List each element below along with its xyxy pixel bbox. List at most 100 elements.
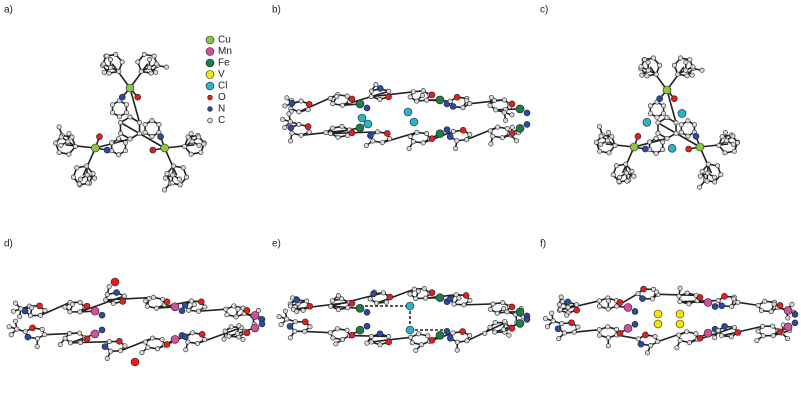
legend-label: Fe xyxy=(218,58,230,69)
atom xyxy=(503,117,509,123)
atom xyxy=(385,93,392,101)
atom xyxy=(348,129,356,137)
atom xyxy=(27,313,33,319)
atom xyxy=(39,326,45,332)
atom xyxy=(289,130,295,136)
atom xyxy=(355,304,365,313)
atom xyxy=(323,130,329,136)
atom xyxy=(454,339,460,345)
atom xyxy=(425,333,431,339)
atom xyxy=(623,170,629,176)
atom xyxy=(258,320,266,328)
legend-label: Mn xyxy=(218,46,232,57)
atom xyxy=(357,113,367,123)
atom xyxy=(719,134,725,140)
atom xyxy=(661,110,667,116)
atom xyxy=(488,141,494,147)
atom xyxy=(180,165,186,171)
legend-swatch xyxy=(205,47,215,56)
atom xyxy=(435,95,445,105)
atom xyxy=(593,139,599,145)
atom xyxy=(754,338,760,344)
atom xyxy=(523,109,531,117)
atom xyxy=(605,324,611,330)
atom xyxy=(77,299,83,305)
atom xyxy=(375,129,381,135)
atom xyxy=(721,323,728,330)
atom xyxy=(642,145,649,153)
bond xyxy=(621,146,635,174)
atom xyxy=(418,342,424,348)
atom xyxy=(656,95,663,103)
atom xyxy=(675,71,681,77)
atom xyxy=(703,298,713,307)
atom xyxy=(182,144,188,150)
atom xyxy=(783,322,793,332)
atom xyxy=(696,334,704,342)
atom xyxy=(435,293,445,302)
atom xyxy=(428,135,436,142)
atom xyxy=(280,116,286,122)
atom xyxy=(164,171,170,177)
bond xyxy=(70,340,110,344)
atom xyxy=(383,130,391,137)
atom xyxy=(17,314,23,320)
atom xyxy=(125,83,135,93)
atom xyxy=(500,326,506,332)
atom xyxy=(373,81,379,87)
atom xyxy=(367,296,373,302)
atom xyxy=(461,302,467,308)
atom xyxy=(186,307,192,313)
atom xyxy=(635,291,641,297)
atom xyxy=(617,174,623,180)
atom xyxy=(156,122,162,128)
atom xyxy=(450,128,456,134)
atom xyxy=(137,131,143,137)
atom xyxy=(760,333,766,339)
atom xyxy=(568,319,575,327)
atom xyxy=(428,289,436,296)
atom xyxy=(413,347,419,353)
atom xyxy=(414,98,420,104)
atom xyxy=(515,104,525,114)
atom xyxy=(110,300,116,306)
atom xyxy=(715,163,721,169)
atom xyxy=(104,53,110,59)
atom xyxy=(637,340,645,348)
atom xyxy=(233,314,239,320)
atom xyxy=(387,136,393,142)
atom xyxy=(684,329,690,335)
atom xyxy=(686,340,692,346)
atom xyxy=(784,336,790,342)
atom xyxy=(67,340,73,346)
atom xyxy=(188,151,194,157)
atom xyxy=(414,129,420,135)
atom xyxy=(110,277,120,287)
atom xyxy=(106,339,112,345)
atom xyxy=(596,327,602,333)
atom xyxy=(386,293,394,301)
atom xyxy=(652,333,658,339)
atom xyxy=(640,285,647,293)
atom xyxy=(515,124,525,133)
atom xyxy=(703,328,713,338)
atom xyxy=(8,332,14,338)
legend-label: Cl xyxy=(218,81,227,92)
atom xyxy=(683,59,689,65)
atom xyxy=(428,337,436,344)
atom xyxy=(77,330,83,336)
atom xyxy=(282,124,288,130)
atom xyxy=(108,348,114,354)
atom xyxy=(300,307,306,313)
legend-swatch xyxy=(205,58,215,68)
bond xyxy=(65,144,96,149)
atom xyxy=(234,331,240,337)
atom xyxy=(415,288,421,294)
atom xyxy=(122,140,128,146)
atom xyxy=(84,172,90,178)
atom xyxy=(123,102,129,108)
atom xyxy=(695,142,705,152)
atom xyxy=(6,324,12,330)
bond xyxy=(105,296,154,301)
atom xyxy=(222,328,228,334)
